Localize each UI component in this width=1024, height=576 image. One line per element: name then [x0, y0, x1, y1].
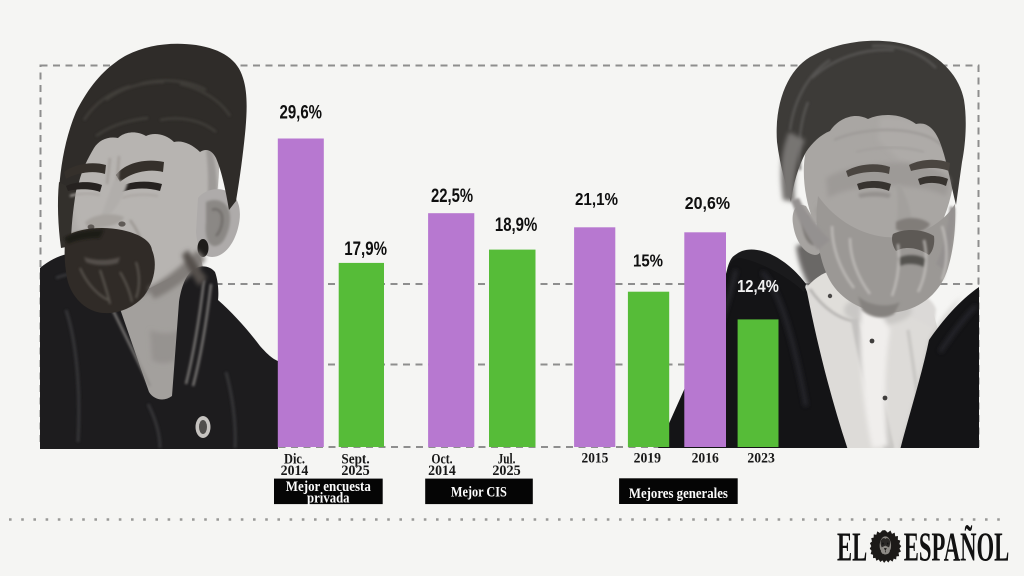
- svg-text:2023: 2023: [747, 451, 774, 467]
- svg-text:15%: 15%: [633, 251, 663, 271]
- svg-text:2015: 2015: [582, 451, 609, 467]
- svg-text:Mejores generales: Mejores generales: [629, 486, 728, 502]
- svg-text:privada: privada: [307, 490, 350, 506]
- svg-text:22,5%: 22,5%: [431, 185, 473, 207]
- svg-text:Mejor CIS: Mejor CIS: [451, 485, 507, 501]
- svg-text:2014: 2014: [281, 463, 309, 479]
- svg-text:ESPAÑOL: ESPAÑOL: [904, 524, 1010, 570]
- svg-text:2019: 2019: [634, 451, 661, 467]
- svg-text:29,6%: 29,6%: [280, 101, 323, 123]
- svg-text:2016: 2016: [692, 451, 719, 467]
- svg-text:2025: 2025: [341, 463, 369, 479]
- svg-text:Dic.: Dic.: [284, 452, 305, 468]
- svg-text:Oct.: Oct.: [431, 452, 452, 468]
- svg-text:Mejor encuesta: Mejor encuesta: [286, 479, 371, 495]
- svg-text:21,1%: 21,1%: [575, 189, 618, 209]
- svg-text:18,9%: 18,9%: [495, 214, 537, 236]
- svg-text:17,9%: 17,9%: [344, 238, 387, 260]
- svg-text:12,4%: 12,4%: [737, 276, 779, 296]
- svg-text:20,6%: 20,6%: [685, 193, 731, 213]
- svg-text:Sept.: Sept.: [341, 452, 369, 468]
- svg-text:2014: 2014: [428, 463, 456, 479]
- svg-text:Jul.: Jul.: [498, 452, 516, 468]
- svg-text:2025: 2025: [492, 463, 520, 479]
- svg-text:EL: EL: [837, 524, 867, 570]
